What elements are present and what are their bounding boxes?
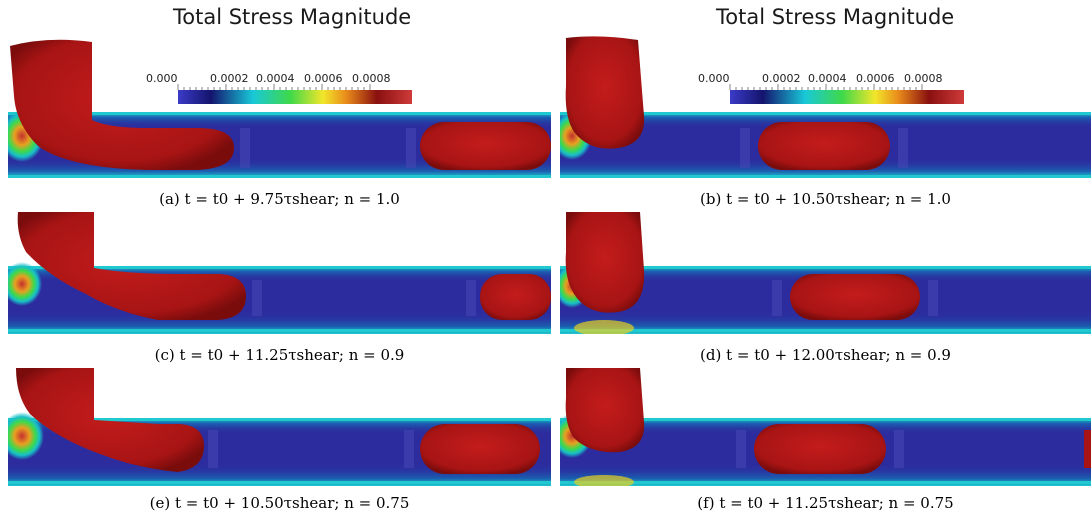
- caption-d: (d) t = t0 + 12.00τshear; n = 0.9: [700, 346, 951, 364]
- caption-f: (f) t = t0 + 11.25τshear; n = 0.75: [697, 494, 954, 512]
- colorbar-left: 0.000 0.0002 0.0004 0.0006 0.0008: [146, 72, 412, 104]
- panel-e-simulation: [8, 368, 551, 486]
- caption-e: (e) t = t0 + 10.50τshear; n = 0.75: [149, 494, 410, 512]
- colorbar-right-minor-ticks: [729, 84, 923, 90]
- colorbar-left-tick-0: 0.000: [146, 72, 178, 85]
- colorbar-left-gradient: [178, 90, 412, 104]
- caption-a: (a) t = t0 + 9.75τshear; n = 1.0: [159, 190, 400, 208]
- colorbar-right-tick-3: 0.0006: [856, 72, 895, 85]
- caption-c: (c) t = t0 + 11.25τshear; n = 0.9: [154, 346, 405, 364]
- colorbar-right-tick-2: 0.0004: [808, 72, 847, 85]
- colorbar-right-tick-4: 0.0008: [904, 72, 943, 85]
- panel-a-simulation: [8, 39, 551, 178]
- caption-b: (b) t = t0 + 10.50τshear; n = 1.0: [700, 190, 951, 208]
- panel-d-simulation: [560, 212, 1091, 334]
- colorbar-left-tick-4: 0.0008: [352, 72, 391, 85]
- colorbar-right-gradient: [730, 90, 964, 104]
- colorbar-right-tick-0: 0.000: [698, 72, 730, 85]
- colorbar-right-tick-1: 0.0002: [762, 72, 801, 85]
- panel-b-simulation: [560, 36, 1091, 178]
- colorbar-left-tick-2: 0.0004: [256, 72, 295, 85]
- colorbar-right: 0.000 0.0002 0.0004 0.0006 0.0008: [698, 72, 964, 104]
- panel-title-right: Total Stress Magnitude: [716, 5, 955, 29]
- colorbar-left-tick-3: 0.0006: [304, 72, 343, 85]
- colorbar-left-minor-ticks: [177, 84, 371, 90]
- panel-c-simulation: [8, 212, 551, 334]
- panel-f-simulation: [560, 368, 1091, 486]
- colorbar-left-tick-1: 0.0002: [210, 72, 249, 85]
- panel-title-left: Total Stress Magnitude: [173, 5, 412, 29]
